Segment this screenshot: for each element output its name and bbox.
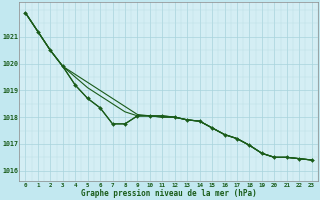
X-axis label: Graphe pression niveau de la mer (hPa): Graphe pression niveau de la mer (hPa): [81, 189, 256, 198]
